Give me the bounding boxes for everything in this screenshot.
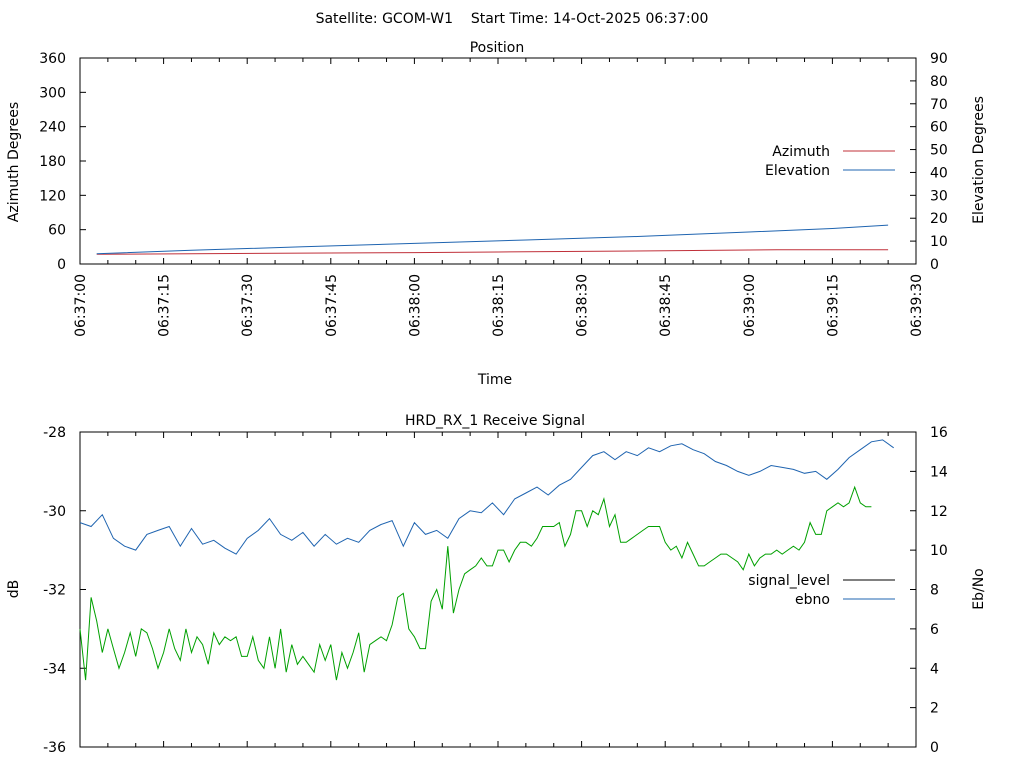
position-y-right-tick-label: 90 bbox=[930, 51, 948, 67]
signal-y-left-tick-label: -34 bbox=[43, 661, 66, 677]
signal-y-left-tick-label: -28 bbox=[43, 425, 66, 441]
position-y-right-tick-label: 80 bbox=[930, 74, 948, 90]
position-x-tick-label: 06:37:45 bbox=[324, 274, 340, 337]
db-axis-label: dB bbox=[6, 580, 22, 599]
position-y-right-tick-label: 30 bbox=[930, 188, 948, 204]
signal-y-right-tick-label: 10 bbox=[930, 543, 948, 559]
signal-plot-frame bbox=[79, 431, 917, 748]
position-x-tick-label: 06:38:15 bbox=[491, 274, 507, 337]
ebno-axis-label: Eb/No bbox=[971, 568, 987, 610]
elevation-axis-label: Elevation Degrees bbox=[971, 96, 987, 224]
signal-series-line-ebno bbox=[79, 439, 894, 555]
signal-legend-label: ebno bbox=[795, 592, 830, 608]
signal-legend-label: signal_level bbox=[748, 573, 830, 589]
position-x-tick-label: 06:37:00 bbox=[73, 274, 89, 337]
position-x-tick-label: 06:37:30 bbox=[240, 274, 256, 337]
signal-y-right-tick-label: 0 bbox=[930, 740, 939, 756]
signal-y-right-tick-label: 14 bbox=[930, 464, 948, 480]
position-plot-frame bbox=[79, 57, 917, 265]
position-y-left-tick-label: 0 bbox=[57, 257, 66, 273]
position-x-tick-label: 06:39:00 bbox=[742, 274, 758, 337]
position-chart-title: Position bbox=[470, 40, 525, 56]
position-x-tick-label: 06:38:30 bbox=[575, 274, 591, 337]
position-series-line-elevation bbox=[96, 224, 889, 255]
signal-y-right-tick-label: 16 bbox=[930, 425, 948, 441]
signal-y-left-tick-label: -30 bbox=[43, 504, 66, 520]
position-x-tick-label: 06:39:15 bbox=[825, 274, 841, 337]
position-x-tick-label: 06:37:15 bbox=[157, 274, 173, 337]
position-x-tick-label: 06:38:45 bbox=[658, 274, 674, 337]
position-y-right-tick-label: 70 bbox=[930, 97, 948, 113]
position-y-left-tick-label: 240 bbox=[39, 120, 66, 136]
position-y-left-tick-label: 360 bbox=[39, 51, 66, 67]
position-y-right-tick-label: 0 bbox=[930, 257, 939, 273]
azimuth-axis-label: Azimuth Degrees bbox=[6, 102, 22, 222]
position-y-left-tick-label: 300 bbox=[39, 85, 66, 101]
signal-y-left-tick-label: -36 bbox=[43, 740, 66, 756]
page-title: Satellite: GCOM-W1 Start Time: 14-Oct-20… bbox=[316, 11, 709, 27]
signal-y-right-tick-label: 8 bbox=[930, 583, 939, 599]
position-x-axis-label: Time bbox=[477, 372, 512, 388]
position-legend-label: Elevation bbox=[765, 163, 830, 179]
position-series-line-azimuth bbox=[96, 249, 889, 255]
position-y-left-tick-label: 60 bbox=[48, 223, 66, 239]
position-y-right-tick-label: 60 bbox=[930, 120, 948, 136]
signal-level-series-line bbox=[79, 485, 872, 681]
position-y-left-tick-label: 180 bbox=[39, 154, 66, 170]
signal-y-right-tick-label: 4 bbox=[930, 661, 939, 677]
signal-y-right-tick-label: 2 bbox=[930, 701, 939, 717]
position-y-right-tick-label: 10 bbox=[930, 234, 948, 250]
position-x-tick-label: 06:39:30 bbox=[909, 274, 925, 337]
position-legend-label: Azimuth bbox=[772, 144, 830, 160]
position-y-right-tick-label: 50 bbox=[930, 143, 948, 159]
signal-y-right-tick-label: 12 bbox=[930, 504, 948, 520]
signal-chart-title: HRD_RX_1 Receive Signal bbox=[405, 413, 585, 429]
position-y-right-tick-label: 20 bbox=[930, 211, 948, 227]
signal-y-left-tick-label: -32 bbox=[43, 583, 66, 599]
position-x-tick-label: 06:38:00 bbox=[407, 274, 423, 337]
signal-y-right-tick-label: 6 bbox=[930, 622, 939, 638]
position-y-right-tick-label: 40 bbox=[930, 165, 948, 181]
position-y-left-tick-label: 120 bbox=[39, 188, 66, 204]
